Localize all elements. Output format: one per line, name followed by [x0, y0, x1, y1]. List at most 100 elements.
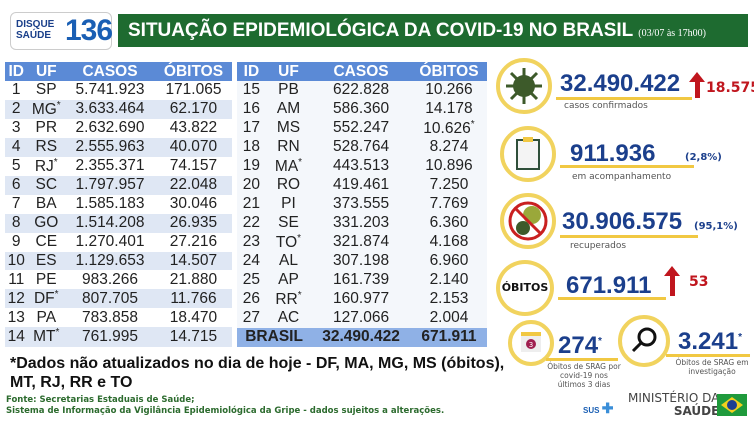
table-row: 9 CE 1.270.401 27.216 — [5, 233, 232, 252]
table-header: ID UF CASOS ÓBITOS — [5, 62, 232, 81]
cell-obitos: 74.157 — [155, 157, 232, 176]
cell-casos: 761.995 — [65, 327, 155, 347]
cell-id: 24 — [237, 251, 266, 271]
asterisk: * — [470, 118, 475, 130]
asterisk: * — [298, 156, 303, 168]
uf-text: PB — [278, 81, 299, 99]
cell-id: 18 — [237, 137, 266, 157]
deaths-value: 671.911 — [566, 272, 652, 299]
uf-text: RR — [275, 290, 298, 308]
title-text: SITUAÇÃO EPIDEMIOLÓGICA DA COVID-19 NO B… — [128, 20, 633, 41]
cell-obitos: 7.769 — [410, 194, 487, 214]
cell-casos: 5.741.923 — [75, 81, 145, 99]
uf-text: TO — [275, 233, 298, 251]
cell-uf: DF* — [27, 289, 66, 309]
srag-label: Óbitos de SRAG por covid-19 nos últimos … — [547, 362, 621, 389]
uf-text: BA — [35, 195, 57, 213]
cell-id: 7 — [11, 195, 21, 213]
monitoring-pct: (2,8%) — [685, 152, 722, 163]
column-header: ID — [5, 62, 28, 81]
brazil-flag-icon — [717, 394, 747, 416]
divider — [666, 354, 750, 357]
ministry-line1: MINISTÉRIO DA — [628, 391, 720, 405]
cell-uf: MT* — [27, 327, 66, 347]
cell-obitos: 6.960 — [410, 251, 487, 271]
cell-obitos: 4.168 — [410, 232, 487, 252]
cell-id: 27 — [237, 308, 266, 328]
cell-obitos: 30.046 — [155, 195, 232, 214]
obitos-text: 40.070 — [169, 138, 218, 156]
cell-uf: AM — [265, 99, 312, 119]
uf-text: AP — [278, 271, 299, 289]
cell-uf: RR* — [265, 289, 312, 309]
asterisk: * — [55, 327, 60, 339]
cell-casos: 443.513 — [311, 156, 411, 176]
cell-obitos: 26.935 — [154, 213, 232, 233]
total-obitos: 671.911 — [410, 327, 487, 347]
disque-saude-logo: DISQUE SAÚDE 136 — [10, 12, 113, 50]
cell-casos: 160.977 — [311, 289, 411, 309]
uf-text: ES — [35, 251, 57, 269]
table-row: 10 ES 1.129.653 14.507 — [5, 251, 232, 271]
logo-line1: DISQUE — [16, 19, 55, 30]
cell-uf: CE — [27, 233, 65, 252]
uf-text: SP — [35, 81, 57, 99]
cell-uf: RO — [265, 175, 312, 195]
cell-uf: PE — [27, 270, 65, 289]
cell-id: 11 — [8, 270, 25, 288]
cell-id: 26 — [237, 289, 266, 309]
obitos-text: 30.046 — [169, 195, 218, 213]
recovered-label: recuperados — [570, 241, 627, 251]
cell-id: 8 — [5, 213, 28, 233]
table-row: 13 PA 783.858 18.470 — [5, 308, 232, 327]
cell-uf: SE — [265, 213, 312, 233]
obitos-text: 2.140 — [429, 271, 469, 289]
divider — [560, 165, 694, 168]
asterisk: * — [56, 99, 61, 111]
obitos-text: 22.048 — [169, 176, 218, 194]
cell-id: 10 — [5, 251, 28, 271]
table-row: 23 TO* 321.874 4.168 — [237, 232, 487, 252]
asterisk: * — [297, 232, 302, 244]
obitos-text: 21.880 — [169, 270, 218, 288]
cell-id: 2 — [5, 99, 28, 120]
obitos-text: 6.960 — [429, 252, 469, 270]
cell-id: 6 — [5, 175, 28, 195]
cell-obitos: 2.140 — [410, 270, 487, 290]
recovered-value: 30.906.575 — [562, 208, 683, 235]
obitos-text: 7.250 — [429, 176, 469, 194]
cell-obitos: 14.507 — [154, 251, 232, 271]
cell-id: 16 — [237, 99, 266, 119]
cell-id: 13 — [7, 308, 25, 326]
asterisk: * — [598, 336, 602, 347]
uf-text: AL — [279, 252, 298, 270]
table-row: 19 MA* 443.513 10.896 — [237, 156, 487, 176]
asterisk: * — [738, 332, 742, 343]
cell-obitos: 18.470 — [155, 308, 232, 327]
uf-text: MA — [274, 157, 299, 175]
column-header: CASOS — [311, 62, 411, 81]
obitos-text: 10.266 — [425, 81, 473, 99]
uf-text: PA — [36, 308, 57, 326]
cell-id: 4 — [5, 137, 28, 157]
cell-casos: 321.874 — [311, 232, 411, 252]
divider — [546, 358, 618, 361]
cell-obitos: 40.070 — [154, 137, 232, 157]
cell-uf: AL — [265, 251, 312, 271]
table-row: 24 AL 307.198 6.960 — [237, 251, 487, 271]
cell-id: 21 — [237, 194, 266, 214]
column-header: UF — [265, 62, 312, 81]
monitoring-value: 911.936 — [570, 140, 656, 167]
cell-id: 9 — [11, 233, 21, 251]
cell-casos: 373.555 — [311, 194, 411, 214]
asterisk: * — [54, 289, 59, 301]
footer: *Dados não atualizados no dia de hoje - … — [6, 354, 505, 417]
table-row: 8 GO 1.514.208 26.935 — [5, 213, 232, 233]
table-row: 11 PE 983.266 21.880 — [5, 270, 232, 289]
uf-text: PR — [35, 119, 58, 137]
cell-obitos: 7.250 — [410, 175, 487, 195]
obitos-text: 18.470 — [169, 308, 218, 326]
uf-text: GO — [34, 214, 59, 232]
cell-obitos: 10.896 — [410, 156, 487, 176]
cell-casos: 983.266 — [81, 270, 139, 288]
